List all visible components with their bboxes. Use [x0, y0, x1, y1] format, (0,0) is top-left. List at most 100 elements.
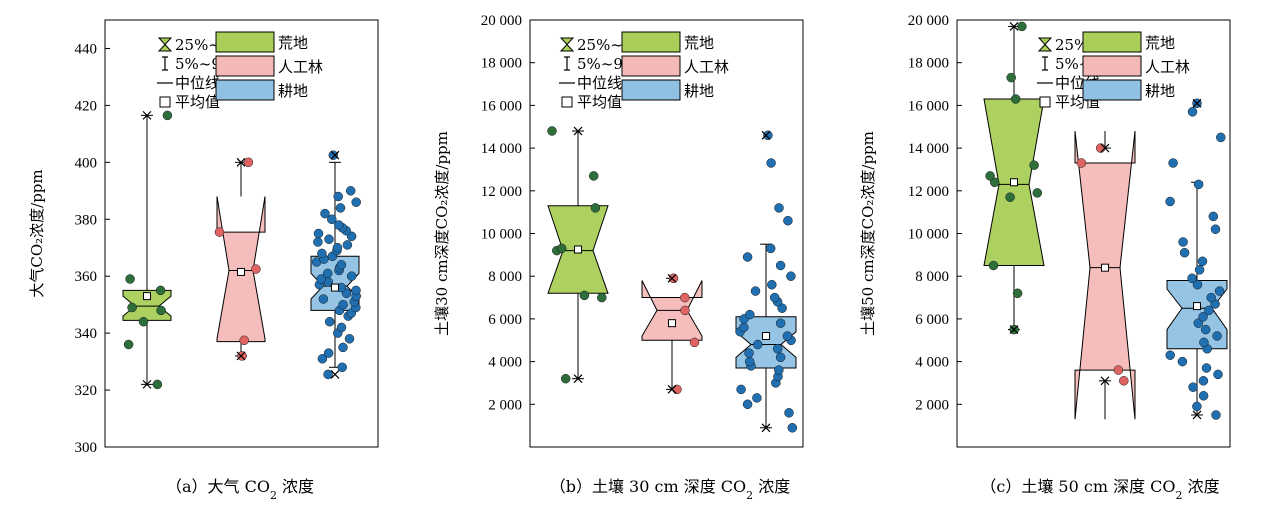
- panel-caption: （b）土壤 30 cm 深度 CO2 浓度: [550, 477, 791, 502]
- data-point: [988, 260, 999, 271]
- data-point: [336, 322, 347, 333]
- data-point: [336, 260, 347, 270]
- legend-group-label: 耕地: [278, 82, 308, 100]
- data-point: [1199, 337, 1209, 348]
- legend-median-label: 中位线: [577, 74, 622, 92]
- y-tick-label: 16 000: [908, 98, 949, 114]
- max-marker: [236, 157, 246, 167]
- data-point: [772, 344, 783, 354]
- data-point: [162, 110, 173, 121]
- data-point: [556, 243, 567, 254]
- legend-swatch-farmland: [215, 79, 275, 101]
- data-point: [680, 305, 690, 316]
- data-point: [239, 335, 249, 346]
- data-point: [337, 362, 347, 373]
- data-point: [1188, 382, 1198, 392]
- data-point: [123, 339, 134, 350]
- data-point: [745, 309, 755, 320]
- min-marker: [236, 351, 246, 361]
- legend-group-label: 荒地: [684, 34, 714, 52]
- data-point: [320, 208, 330, 219]
- data-point: [1208, 211, 1219, 222]
- legend-median-label: 中位线: [175, 74, 220, 92]
- chart-panel-2: 2 000 4 000 6 000 8 000 10 000 12 000 14 000 16…: [433, 13, 804, 502]
- data-point: [560, 373, 571, 384]
- legend-swatch-wasteland: [621, 31, 681, 53]
- max-marker: [573, 126, 583, 136]
- y-tick-label: 380: [75, 212, 98, 228]
- legend-group-label: 荒地: [1145, 34, 1175, 52]
- max-marker: [1009, 21, 1019, 31]
- legend-group-label: 耕地: [1145, 82, 1175, 100]
- data-point: [1214, 286, 1225, 296]
- data-point: [668, 273, 679, 284]
- legend-mean-label: 平均值: [577, 93, 622, 111]
- data-point: [783, 215, 793, 226]
- data-point: [345, 186, 356, 196]
- data-point: [1193, 179, 1204, 190]
- data-point: [323, 348, 334, 358]
- legend-range-icon: [1042, 56, 1048, 71]
- box-plantation: [214, 157, 266, 361]
- data-point: [334, 220, 344, 230]
- data-point: [322, 268, 333, 279]
- mean-marker: [237, 267, 245, 276]
- data-point: [344, 334, 355, 344]
- box-wasteland: [547, 126, 609, 384]
- data-point: [316, 274, 326, 284]
- legend-swatch-wasteland: [215, 31, 275, 53]
- legend-mean-icon: [1039, 96, 1051, 108]
- legend-group-label: 耕地: [684, 82, 714, 100]
- data-point: [775, 352, 786, 363]
- mean-marker: [668, 319, 676, 328]
- max-marker: [142, 110, 152, 120]
- y-axis-label: 土壤50 cm深度CO₂浓度/ppm: [859, 131, 877, 336]
- y-tick-label: 420: [75, 98, 98, 114]
- y-tick-label: 14 000: [908, 141, 949, 157]
- data-point: [1197, 256, 1208, 267]
- data-point: [744, 348, 754, 358]
- y-tick-label: 10 000: [908, 227, 949, 243]
- data-point: [332, 242, 343, 253]
- legend-group-label: 荒地: [278, 34, 308, 52]
- panel-caption: （a）大气 CO2 浓度: [166, 477, 314, 502]
- data-point: [786, 271, 796, 281]
- y-tick-label: 340: [75, 326, 98, 342]
- legend-mean-label: 平均值: [175, 93, 220, 111]
- y-tick-label: 10 000: [481, 227, 522, 243]
- data-point: [774, 203, 784, 213]
- data-point: [138, 316, 149, 327]
- data-point: [324, 316, 335, 327]
- data-point: [784, 408, 794, 418]
- legend-iqr-icon: [1037, 37, 1053, 52]
- data-point: [1010, 94, 1021, 104]
- mean-marker: [762, 331, 770, 340]
- data-point: [1200, 324, 1211, 335]
- legend-iqr-icon: [559, 37, 575, 52]
- data-point: [317, 248, 327, 259]
- legend-swatch-farmland: [1082, 79, 1142, 101]
- box-wasteland: [122, 110, 173, 390]
- data-point: [333, 191, 343, 202]
- data-point: [1179, 247, 1190, 258]
- data-point: [782, 331, 793, 341]
- data-point: [1192, 401, 1202, 412]
- plot-frame: [104, 19, 379, 448]
- data-point: [1210, 224, 1221, 234]
- data-point: [752, 393, 762, 403]
- panel-caption: （c）土壤 50 cm 深度 CO2 浓度: [980, 477, 1219, 502]
- data-point: [597, 292, 607, 303]
- data-point: [1192, 279, 1203, 290]
- data-point: [1187, 273, 1197, 284]
- data-point: [1113, 365, 1124, 375]
- data-point: [313, 237, 323, 247]
- data-point: [680, 292, 690, 303]
- data-point: [1005, 192, 1015, 202]
- data-point: [313, 228, 324, 239]
- iqr-box: [1074, 130, 1136, 420]
- data-point: [547, 126, 557, 136]
- data-point: [769, 292, 780, 303]
- data-point: [1211, 410, 1221, 420]
- data-point: [1006, 72, 1016, 83]
